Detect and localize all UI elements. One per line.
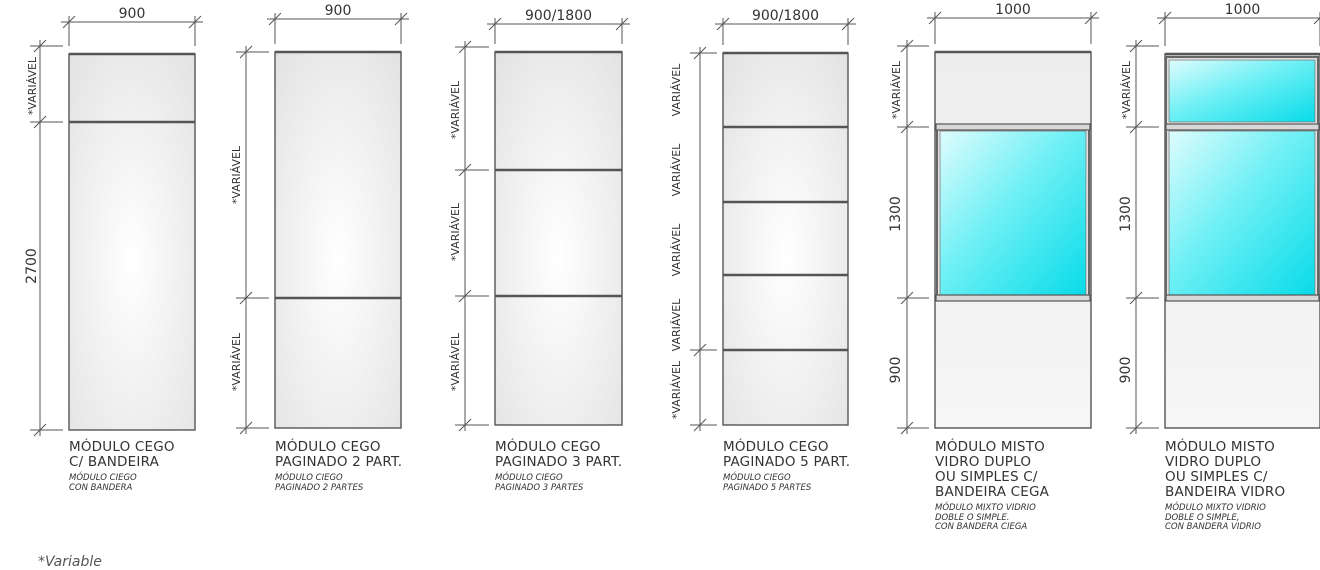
module-3 bbox=[494, 50, 623, 426]
top-dimension-label: 1000 bbox=[1225, 2, 1261, 18]
module-title: MÓDULO CEGO PAGINADO 2 PART. bbox=[275, 439, 403, 470]
dimension-tick bbox=[1313, 17, 1320, 25]
module-caption: MÓDULO MISTO VIDRO DUPLO OU SIMPLES C/ B… bbox=[1165, 440, 1320, 533]
side-dimension-label: *VARIÁVEL bbox=[449, 80, 462, 139]
top-dimension bbox=[927, 11, 1099, 44]
module-subtitle: MÓDULO MIXTO VIDRIO DOBLE O SIMPLE, CON … bbox=[1165, 503, 1266, 532]
glass-pane bbox=[939, 130, 1087, 296]
module-subtitle: MÓDULO CIEGO PAGINADO 3 PARTES bbox=[495, 473, 584, 493]
module-subtitle: MÓDULO CIEGO PAGINADO 2 PARTES bbox=[275, 473, 364, 493]
module-subtitle: MÓDULO CIEGO CON BANDERA bbox=[69, 473, 137, 493]
side-dimension-label: 1300 bbox=[888, 196, 904, 232]
top-dimension bbox=[487, 17, 630, 44]
module-title: MÓDULO CEGO C/ BANDEIRA bbox=[69, 439, 175, 470]
side-dimension bbox=[30, 39, 63, 437]
side-dimension bbox=[897, 39, 929, 435]
module-title: MÓDULO CEGO PAGINADO 3 PART. bbox=[495, 439, 623, 470]
glass-pane bbox=[1168, 59, 1316, 123]
top-dimension-label: 900 bbox=[119, 6, 146, 22]
side-dimension-label: *VARIÁVEL bbox=[230, 332, 243, 391]
glass-pane bbox=[1168, 130, 1316, 296]
side-dimension-label: *VARIÁVEL bbox=[890, 60, 903, 119]
side-dimension-label: *VARIÁVEL bbox=[1120, 60, 1133, 119]
transom-bar bbox=[1165, 123, 1320, 131]
module-caption: MÓDULO MISTO VIDRO DUPLO OU SIMPLES C/ B… bbox=[935, 440, 1125, 533]
side-dimension bbox=[236, 45, 269, 435]
module-title: MÓDULO MISTO VIDRO DUPLO OU SIMPLES C/ B… bbox=[1165, 439, 1286, 500]
transom-bar bbox=[935, 294, 1091, 302]
side-dimension-label: 2700 bbox=[24, 248, 40, 284]
transom-bar bbox=[935, 123, 1091, 131]
module-4 bbox=[722, 51, 849, 426]
module-subtitle: MÓDULO CIEGO PAGINADO 5 PARTES bbox=[723, 473, 812, 493]
top-dimension-label: 900/1800 bbox=[752, 8, 819, 24]
side-dimension-label: VARIÁVEL bbox=[670, 298, 683, 352]
top-dimension-label: 1000 bbox=[995, 2, 1031, 18]
top-dimension-label: 900 bbox=[325, 3, 352, 19]
side-dimension-label: 900 bbox=[1118, 357, 1134, 384]
module-6 bbox=[1164, 52, 1320, 429]
module-caption: MÓDULO CEGO PAGINADO 5 PART. MÓDULO CIEGO… bbox=[723, 440, 913, 493]
panel-body bbox=[68, 53, 196, 431]
transom-bar bbox=[1165, 294, 1320, 302]
side-dimension-label: VARIÁVEL bbox=[670, 143, 683, 197]
side-dimension-label: VARIÁVEL bbox=[670, 223, 683, 277]
module-title: MÓDULO MISTO VIDRO DUPLO OU SIMPLES C/ B… bbox=[935, 439, 1050, 500]
module-title: MÓDULO CEGO PAGINADO 5 PART. bbox=[723, 439, 851, 470]
panel-body bbox=[274, 51, 402, 429]
side-dimension bbox=[1126, 39, 1159, 435]
top-dimension bbox=[267, 12, 409, 44]
footnote: *Variable bbox=[38, 554, 102, 570]
side-dimension-label: *VARIÁVEL bbox=[449, 332, 462, 391]
panel-body bbox=[722, 52, 849, 426]
side-dimension-label: VARIÁVEL bbox=[670, 63, 683, 117]
side-dimension-label: *VARIÁVEL bbox=[449, 202, 462, 261]
module-caption: MÓDULO CEGO C/ BANDEIRA MÓDULO CIEGO CON … bbox=[69, 440, 259, 493]
top-dimension bbox=[1157, 11, 1320, 46]
top-dimension-label: 900/1800 bbox=[525, 8, 592, 24]
side-dimension-label: *VARIÁVEL bbox=[26, 56, 39, 115]
side-dimension-label: *VARIÁVEL bbox=[670, 360, 683, 419]
top-dimension bbox=[61, 15, 203, 46]
side-dimension-label: 1300 bbox=[1118, 196, 1134, 232]
side-dimension-label: 900 bbox=[888, 357, 904, 384]
side-dimension bbox=[455, 40, 489, 432]
module-1 bbox=[68, 52, 196, 431]
side-dimension bbox=[690, 46, 717, 432]
module-subtitle: MÓDULO MIXTO VIDRIO DOBLE O SIMPLE. CON … bbox=[935, 503, 1036, 532]
side-dimension-label: *VARIÁVEL bbox=[230, 145, 243, 204]
panel-body bbox=[494, 51, 623, 426]
module-caption: MÓDULO CEGO PAGINADO 3 PART. MÓDULO CIEGO… bbox=[495, 440, 685, 493]
module-caption: MÓDULO CEGO PAGINADO 2 PART. MÓDULO CIEGO… bbox=[275, 440, 465, 493]
module-2 bbox=[274, 50, 402, 429]
top-dimension bbox=[715, 17, 856, 45]
module-5 bbox=[934, 50, 1092, 429]
